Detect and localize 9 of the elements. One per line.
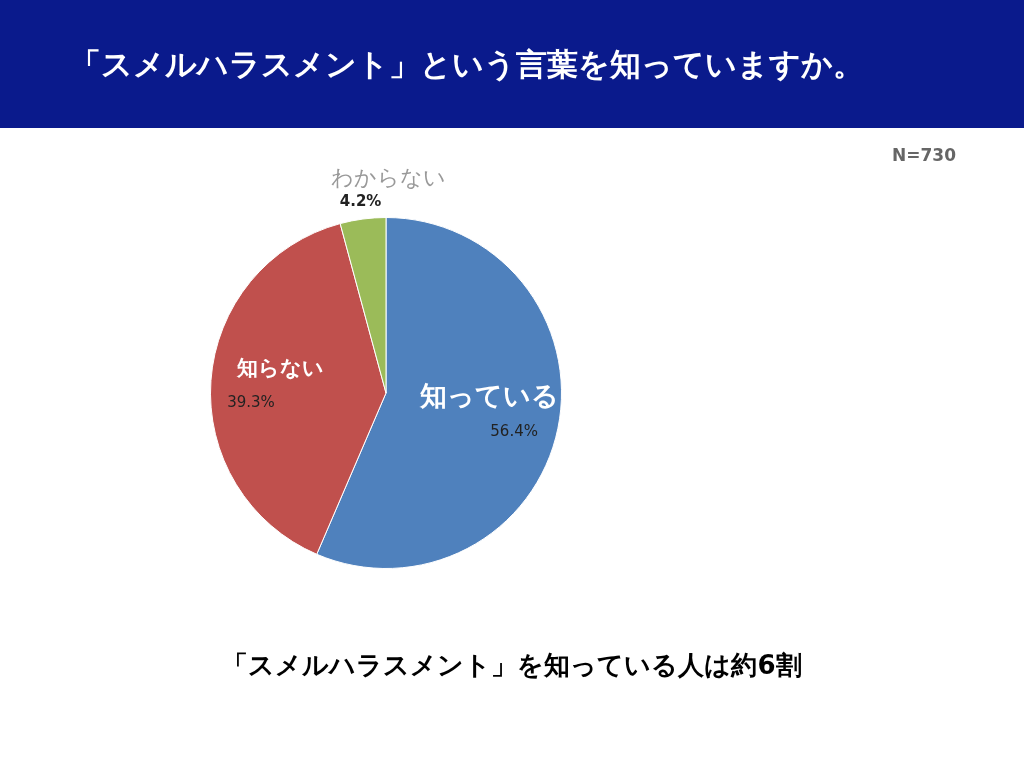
slice-label: 知っている [418, 380, 559, 412]
slice-label: 知らない [236, 356, 325, 381]
data-label: 4.2% [339, 191, 382, 210]
text: 「スメルハラスメント」を知っている人は約6割 [221, 649, 803, 682]
data-label: 39.3% [227, 393, 275, 412]
slice-label: わからない [331, 165, 447, 191]
text: N=730 [892, 145, 956, 165]
data-label: 56.4% [490, 422, 538, 441]
chart-title: 「スメルハラスメント」という言葉を知っていますか。 [70, 45, 864, 84]
